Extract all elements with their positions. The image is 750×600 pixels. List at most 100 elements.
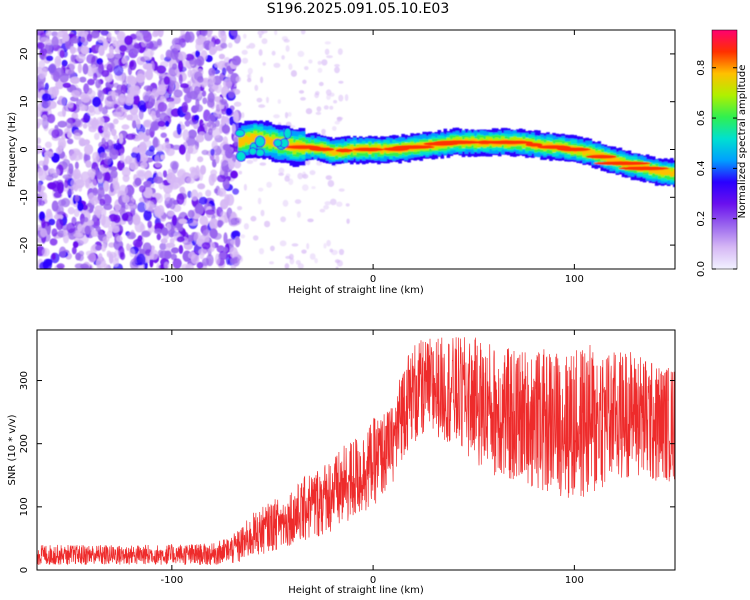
noise-speckle <box>196 261 204 269</box>
noise-speckle <box>222 116 230 123</box>
noise-speckle <box>163 261 170 269</box>
noise-speckle <box>306 243 310 250</box>
noise-speckle <box>201 242 211 250</box>
spectrogram-x-ticks: -100 0 100 <box>160 30 584 285</box>
noise-speckle <box>42 261 50 269</box>
noise-speckle <box>205 189 212 197</box>
noise-speckle <box>106 251 117 259</box>
noise-speckle <box>62 174 72 180</box>
noise-speckle <box>201 257 210 267</box>
noise-speckle <box>93 209 103 216</box>
noise-speckle <box>208 41 215 53</box>
noise-speckle <box>256 97 263 103</box>
noise-speckle <box>177 60 184 73</box>
noise-speckle <box>145 128 151 136</box>
noise-speckle <box>113 65 124 76</box>
noise-speckle <box>91 229 98 237</box>
noise-speckle <box>142 30 149 37</box>
noise-speckle <box>326 239 331 247</box>
ridge-peak <box>482 140 534 145</box>
spectrogram-heatmap <box>37 30 675 269</box>
noise-speckle <box>157 120 166 128</box>
noise-speckle <box>187 69 193 78</box>
noise-speckle <box>250 215 257 222</box>
x-tick-label: -100 <box>160 274 183 285</box>
noise-speckle <box>145 149 155 157</box>
ridge-cell <box>253 134 257 142</box>
noise-speckle <box>324 48 330 55</box>
noise-speckle <box>139 144 147 152</box>
noise-speckle <box>227 42 233 49</box>
noise-speckle <box>176 236 185 243</box>
noise-speckle <box>222 246 229 253</box>
noise-speckle <box>125 133 136 140</box>
noise-speckle <box>96 229 104 238</box>
noise-speckle <box>150 120 160 131</box>
page-title: S196.2025.091.05.10.E03 <box>266 1 450 17</box>
ridge-cell <box>615 158 620 164</box>
noise-speckle <box>143 187 153 199</box>
noise-speckle <box>95 79 102 89</box>
noise-speckle <box>178 218 188 224</box>
noise-speckle <box>199 215 208 226</box>
noise-speckle <box>103 130 111 138</box>
noise-speckle <box>162 170 168 178</box>
noise-speckle <box>147 220 152 229</box>
noise-speckle <box>188 252 196 259</box>
noise-speckle <box>41 117 49 130</box>
noise-speckle <box>213 110 220 117</box>
ridge-cell <box>666 169 671 175</box>
noise-speckle <box>195 50 201 58</box>
noise-speckle <box>119 133 124 144</box>
noise-speckle <box>55 59 61 65</box>
noise-speckle <box>154 228 163 234</box>
noise-speckle <box>222 78 233 89</box>
noise-speckle <box>235 76 241 83</box>
ridge-cell <box>663 169 668 176</box>
noise-speckle <box>334 120 340 125</box>
noise-speckle <box>154 162 162 168</box>
x-tick-label: 0 <box>370 575 376 586</box>
noise-speckle <box>233 160 242 169</box>
noise-speckle <box>209 218 219 230</box>
noise-speckle <box>273 114 280 119</box>
noise-speckle <box>241 112 245 119</box>
noise-speckle <box>160 238 168 244</box>
noise-speckle <box>82 114 90 124</box>
noise-speckle <box>72 168 81 180</box>
noise-speckle <box>154 154 160 163</box>
noise-speckle <box>119 44 127 52</box>
noise-speckle <box>57 111 66 117</box>
noise-speckle <box>193 114 200 121</box>
noise-speckle <box>37 167 44 176</box>
noise-speckle <box>172 63 178 70</box>
noise-speckle <box>92 96 101 108</box>
noise-speckle <box>141 230 151 238</box>
noise-speckle <box>195 41 205 52</box>
ridge-cell <box>265 136 269 144</box>
noise-speckle <box>133 94 140 106</box>
noise-speckle <box>274 30 278 36</box>
ridge-cell <box>609 157 614 163</box>
noise-speckle <box>86 219 94 226</box>
noise-speckle <box>237 206 243 211</box>
noise-speckle <box>48 63 57 76</box>
noise-speckle <box>134 177 142 186</box>
noise-speckle <box>51 129 60 139</box>
noise-speckle <box>38 160 46 166</box>
noise-speckle <box>224 148 233 159</box>
colorbar-ticks: 0.0 0.2 0.4 0.6 0.8 <box>696 60 737 277</box>
noise-speckle <box>285 173 291 178</box>
noise-speckle <box>239 255 243 261</box>
noise-speckle <box>238 170 243 175</box>
noise-speckle <box>336 116 342 122</box>
noise-speckle <box>109 148 119 160</box>
y-tick-label: 20 <box>19 48 30 61</box>
noise-speckle <box>97 125 105 134</box>
noise-speckle <box>92 214 98 223</box>
noise-speckle <box>163 76 170 85</box>
noise-speckle <box>317 67 323 73</box>
noise-speckle <box>153 176 164 184</box>
spectrogram-y-ticks: -20 -10 0 10 20 <box>19 48 675 253</box>
noise-speckle <box>127 216 133 226</box>
